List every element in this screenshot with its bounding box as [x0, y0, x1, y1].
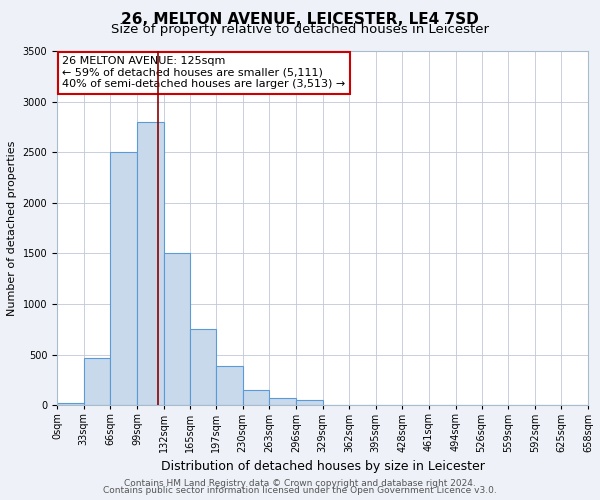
Bar [269, 398, 296, 406]
Bar [190, 330, 216, 406]
Text: Contains HM Land Registry data © Crown copyright and database right 2024.: Contains HM Land Registry data © Crown c… [124, 478, 476, 488]
Text: Contains public sector information licensed under the Open Government Licence v3: Contains public sector information licen… [103, 486, 497, 495]
X-axis label: Distribution of detached houses by size in Leicester: Distribution of detached houses by size … [161, 460, 484, 473]
Y-axis label: Number of detached properties: Number of detached properties [7, 140, 17, 316]
Text: 26, MELTON AVENUE, LEICESTER, LE4 7SD: 26, MELTON AVENUE, LEICESTER, LE4 7SD [121, 12, 479, 28]
Bar [57, 404, 83, 406]
Text: 26 MELTON AVENUE: 125sqm
← 59% of detached houses are smaller (5,111)
40% of sem: 26 MELTON AVENUE: 125sqm ← 59% of detach… [62, 56, 346, 90]
Bar [216, 366, 242, 406]
Bar [296, 400, 323, 406]
Bar [164, 254, 190, 406]
Bar [137, 122, 164, 406]
Bar [110, 152, 137, 406]
Bar [83, 358, 110, 406]
Bar [242, 390, 269, 406]
Text: Size of property relative to detached houses in Leicester: Size of property relative to detached ho… [111, 23, 489, 36]
